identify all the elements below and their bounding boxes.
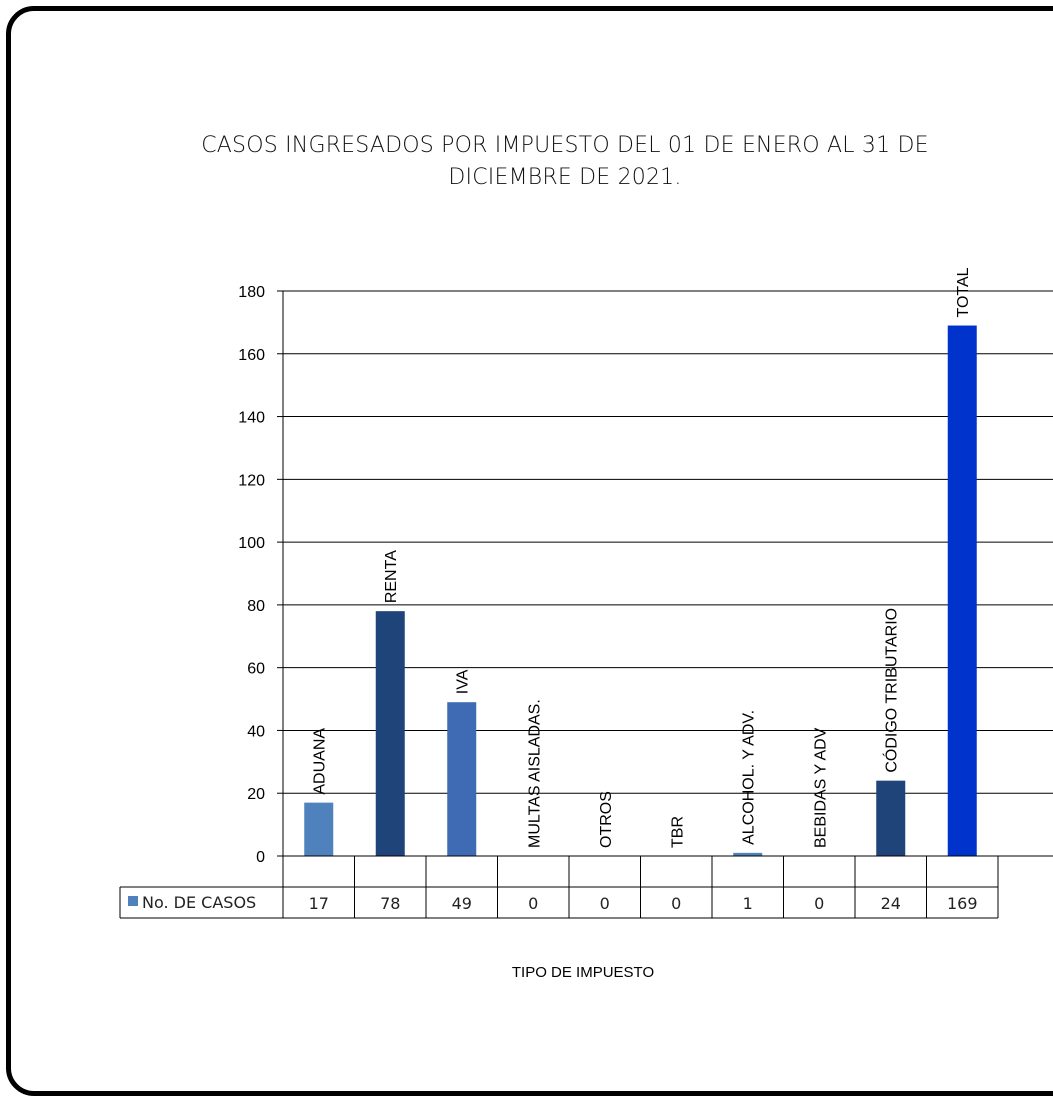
bar-category-label: IVA	[455, 669, 472, 694]
bar	[876, 780, 906, 856]
table-cell: 17	[309, 894, 329, 913]
y-tick-label: 0	[256, 849, 265, 866]
bar-category-label: TOTAL	[955, 267, 972, 317]
chart-title: CASOS INGRESADOS POR IMPUESTO DEL 01 DE …	[201, 133, 929, 190]
legend-key	[128, 896, 138, 906]
bar	[304, 802, 334, 856]
y-tick-label: 180	[238, 284, 265, 301]
y-tick-label: 20	[247, 786, 265, 803]
bar	[733, 852, 763, 856]
y-tick-label: 160	[238, 347, 265, 364]
y-tick-label: 60	[247, 661, 265, 678]
bar-category-label: RENTA	[383, 550, 400, 603]
legend-label: No. DE CASOS	[142, 893, 256, 912]
bar-category-label: MULTAS AISLADAS.	[526, 699, 543, 848]
bar	[375, 611, 405, 856]
table-cell: 24	[881, 894, 901, 913]
y-tick-label: 120	[238, 472, 265, 489]
y-tick-label: 40	[247, 723, 265, 740]
bar-category-label: BEBIDAS Y ADV	[812, 727, 829, 848]
bar-category-label: OTROS	[598, 791, 615, 848]
y-tick-label: 80	[247, 598, 265, 615]
table-cell: 0	[814, 894, 824, 913]
table-cell: 78	[380, 894, 400, 913]
bar	[947, 325, 977, 856]
bar	[447, 702, 477, 856]
y-tick-label: 140	[238, 410, 265, 427]
bar-category-label: TBR	[669, 816, 686, 848]
table-cell: 0	[528, 894, 538, 913]
table-cell: 0	[600, 894, 610, 913]
bar-category-label: CÓDIGO TRIBUTARIO	[882, 608, 901, 773]
bar-category-label: ADUANA	[312, 728, 329, 795]
table-cell: 49	[452, 894, 472, 913]
bar-category-label: ALCOHOL. Y ADV.	[741, 710, 758, 845]
table-cell: 169	[947, 894, 978, 913]
table-cell: 0	[671, 894, 681, 913]
x-axis-title: TIPO DE IMPUESTO	[512, 964, 654, 981]
y-tick-label: 100	[238, 535, 265, 552]
table-cell: 1	[743, 894, 753, 913]
